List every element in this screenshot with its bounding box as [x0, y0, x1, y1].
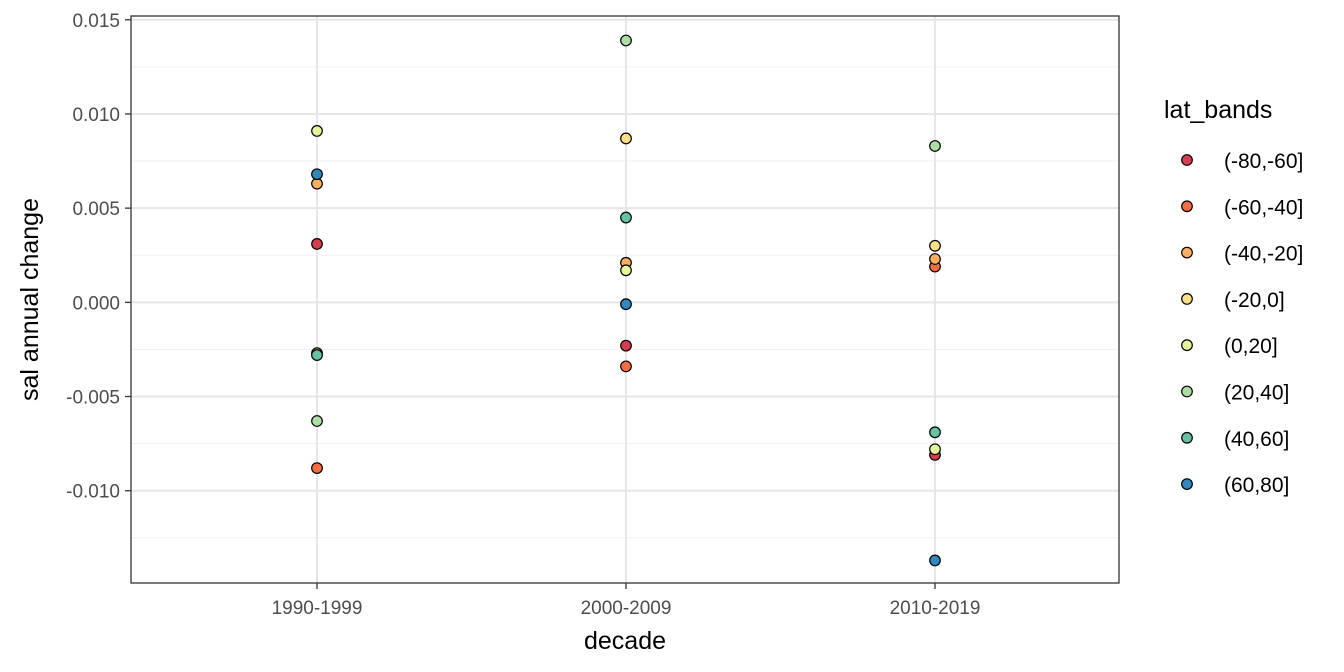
legend-label: (-80,-60]: [1224, 150, 1303, 173]
data-point: [311, 415, 323, 427]
legend-label: (20,40]: [1224, 382, 1289, 405]
data-point: [311, 168, 323, 181]
data-point: [929, 443, 941, 456]
legend-label: (-40,-20]: [1224, 243, 1303, 266]
legend-key: [1181, 200, 1193, 213]
y-tick-label: -0.010: [66, 482, 120, 503]
x-tick-label: 1990-1999: [272, 598, 363, 619]
legend-key: [1181, 385, 1193, 398]
data-point: [620, 339, 632, 352]
data-point: [929, 426, 941, 439]
legend-key: [1181, 293, 1193, 305]
data-point: [311, 238, 323, 250]
legend-label: (-60,-40]: [1224, 196, 1303, 219]
y-axis-title: sal annual change: [16, 198, 44, 401]
data-point: [311, 125, 323, 137]
y-tick-label: 0.005: [72, 199, 120, 220]
legend-label: (-20,0]: [1224, 289, 1285, 312]
data-point: [929, 253, 941, 265]
legend-key: [1181, 431, 1193, 444]
data-point: [311, 349, 323, 361]
data-point: [929, 239, 941, 252]
data-point: [620, 298, 632, 311]
y-axis: -0.010 -0.005 0.000 0.005 0.010 0.015: [66, 11, 131, 503]
y-tick-label: 0.000: [72, 293, 120, 314]
data-point: [620, 360, 632, 373]
data-point: [311, 462, 323, 474]
legend-key: [1181, 339, 1193, 352]
x-axis-title: decade: [584, 627, 666, 655]
plot-panel-border: [130, 15, 1120, 584]
y-tick-label: 0.015: [72, 11, 120, 32]
x-tick-label: 2000-2009: [581, 598, 672, 619]
legend-key: [1181, 478, 1193, 491]
data-point: [620, 264, 632, 277]
legend-key: [1181, 246, 1193, 259]
x-tick-label: 2010-2019: [890, 598, 981, 619]
y-tick-label: 0.010: [72, 105, 120, 126]
legend-label: (40,60]: [1224, 428, 1289, 451]
legend-key: [1181, 154, 1193, 166]
legend-title: lat_bands: [1164, 96, 1272, 124]
data-point: [929, 140, 941, 152]
legend-label: (60,80]: [1224, 474, 1289, 497]
data-point: [929, 554, 941, 567]
data-point: [620, 34, 632, 47]
x-axis: 1990-1999 2000-2009 2010-2019: [272, 583, 981, 619]
legend-label: (0,20]: [1224, 335, 1278, 358]
y-tick-label: -0.005: [66, 388, 120, 409]
legend: lat_bands (-80,-60] (-60,-40] (-40,-20] (-2…: [1164, 96, 1303, 497]
data-points: [311, 34, 941, 567]
data-point: [620, 211, 632, 224]
data-point: [620, 132, 632, 145]
